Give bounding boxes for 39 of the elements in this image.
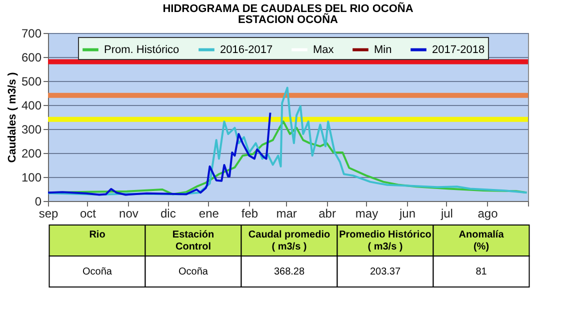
text: Ocoña [178,266,208,278]
line-series [47,112,272,196]
x-tick-label: jul [440,206,453,220]
line-series [47,86,528,196]
x-tick-label: dic [160,206,176,220]
y-tick-label: 100 [21,170,42,184]
text: Ocoña [82,266,112,278]
text: Rio [89,230,106,240]
text: 368.28 [274,266,305,278]
x-tick-label: oct [80,206,97,220]
y-tick-label: 400 [21,98,42,112]
x-tick-label: feb [241,206,258,220]
legend-label: 2016-2017 [220,44,273,56]
x-tick-label: ago [478,206,498,220]
text: Anomalía (%) [458,230,504,252]
y-tick-label: 200 [21,146,42,160]
text: Estación Control [172,230,214,252]
x-tick-label: mar [276,206,297,220]
x-tick-label: nov [119,206,138,220]
legend-label: Max [313,44,334,56]
legend-label: 2017-2018 [432,44,485,56]
text: 203.37 [370,266,401,278]
y-tick-label: 500 [21,74,42,88]
text: Promedio Histórico ( m3/s ) [339,230,432,252]
x-tick-label: sep [38,206,58,220]
text: Caudal promedio ( m3/s ) [248,230,330,252]
y-tick-label: 300 [21,122,42,136]
y-tick-label: 0 [34,194,42,208]
legend-label: Min [374,44,392,56]
legend-label: Prom. Histórico [104,44,180,56]
x-tick-label: ene [198,206,220,220]
chart-subtitle: ESTACION OCOÑA [238,13,338,26]
x-tick-label: may [355,206,378,220]
y-axis-title: Caudales ( m3/s ) [6,72,18,163]
x-tick-label: abr [318,206,336,220]
text: 81 [476,266,488,278]
y-tick-label: 600 [21,50,42,64]
x-tick-label: jun [398,206,416,220]
y-tick-label: 700 [21,26,42,40]
